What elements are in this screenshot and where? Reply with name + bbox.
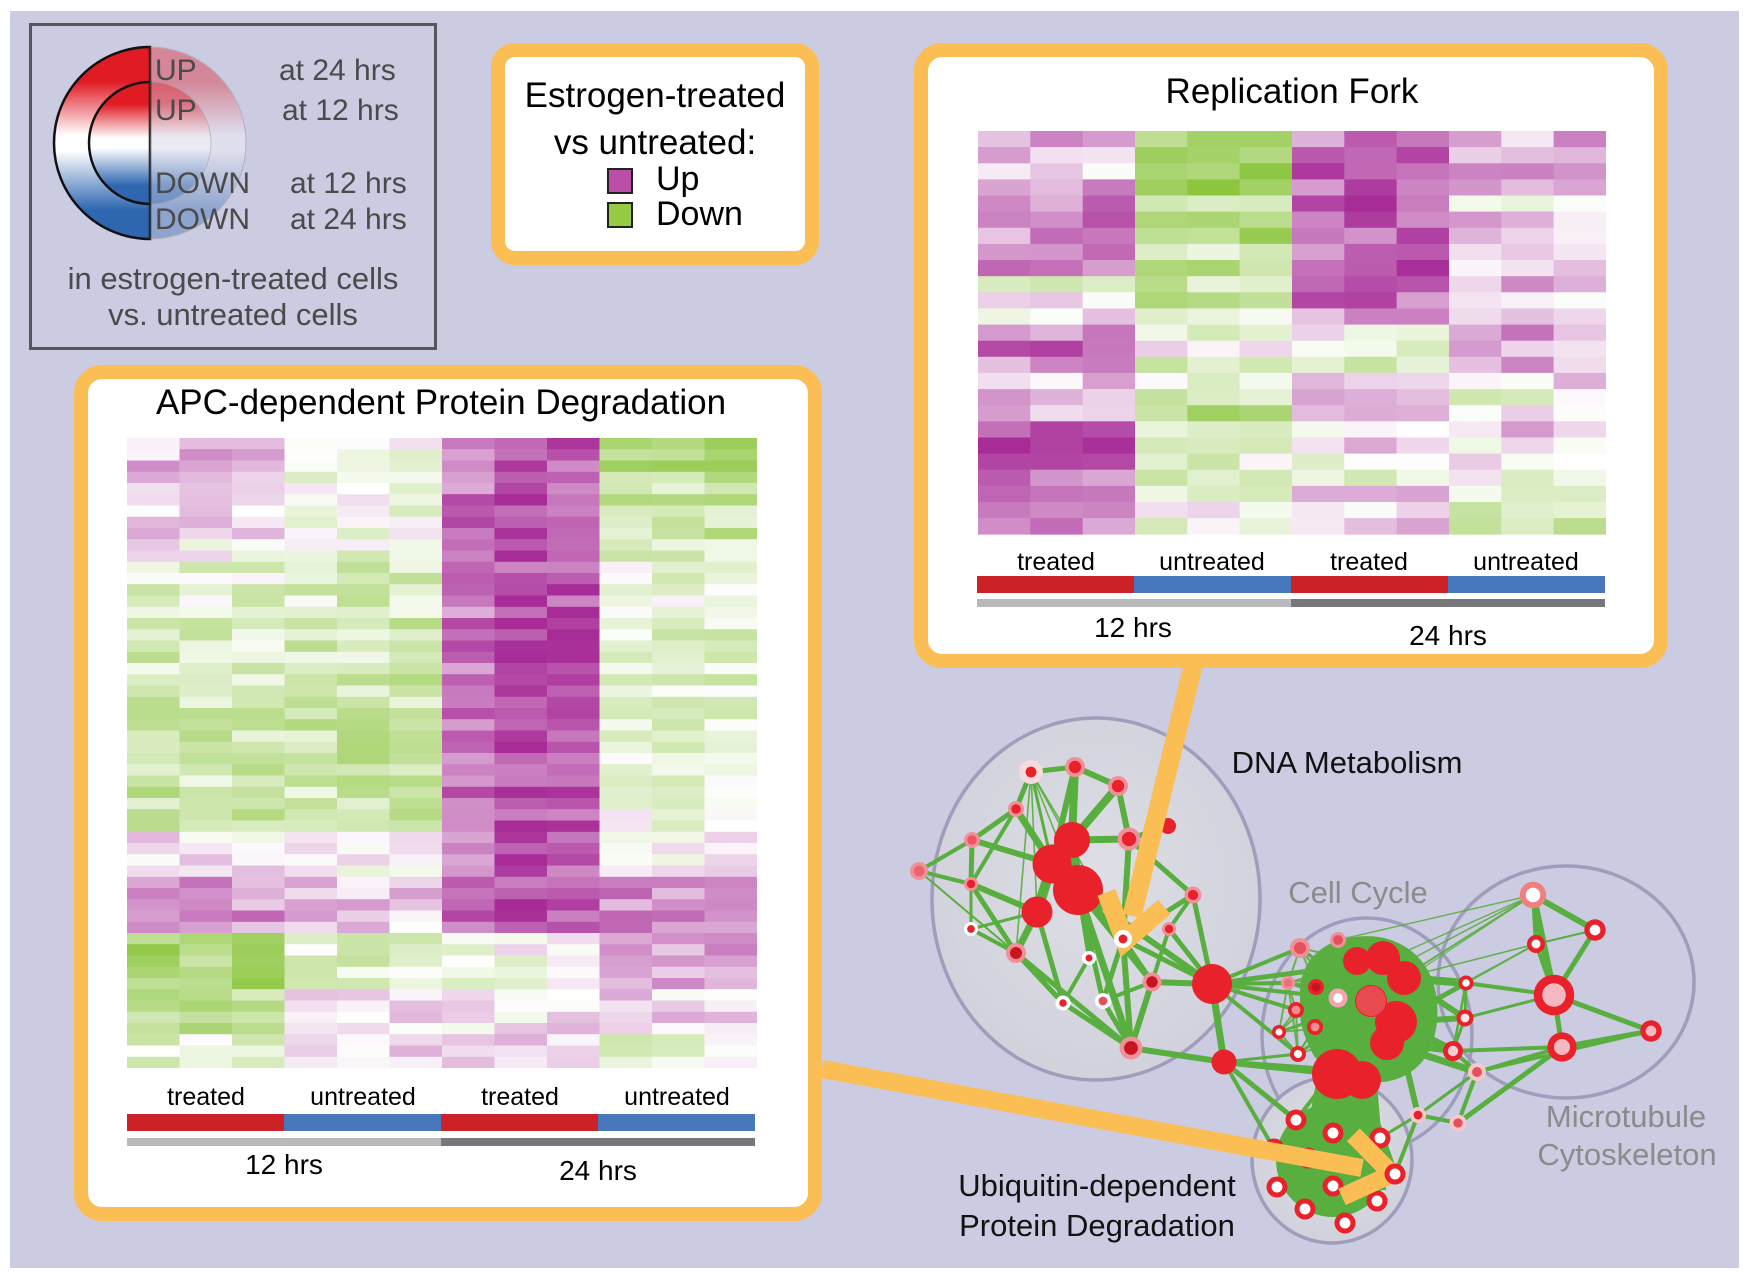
svg-text:Ubiquitin-dependent: Ubiquitin-dependent <box>958 1168 1236 1203</box>
svg-text:Microtubule: Microtubule <box>1546 1099 1706 1134</box>
svg-text:Cell Cycle: Cell Cycle <box>1288 875 1428 910</box>
svg-text:Cytoskeleton: Cytoskeleton <box>1537 1137 1716 1172</box>
svg-text:DNA Metabolism: DNA Metabolism <box>1232 745 1463 780</box>
svg-text:Protein Degradation: Protein Degradation <box>959 1208 1235 1243</box>
